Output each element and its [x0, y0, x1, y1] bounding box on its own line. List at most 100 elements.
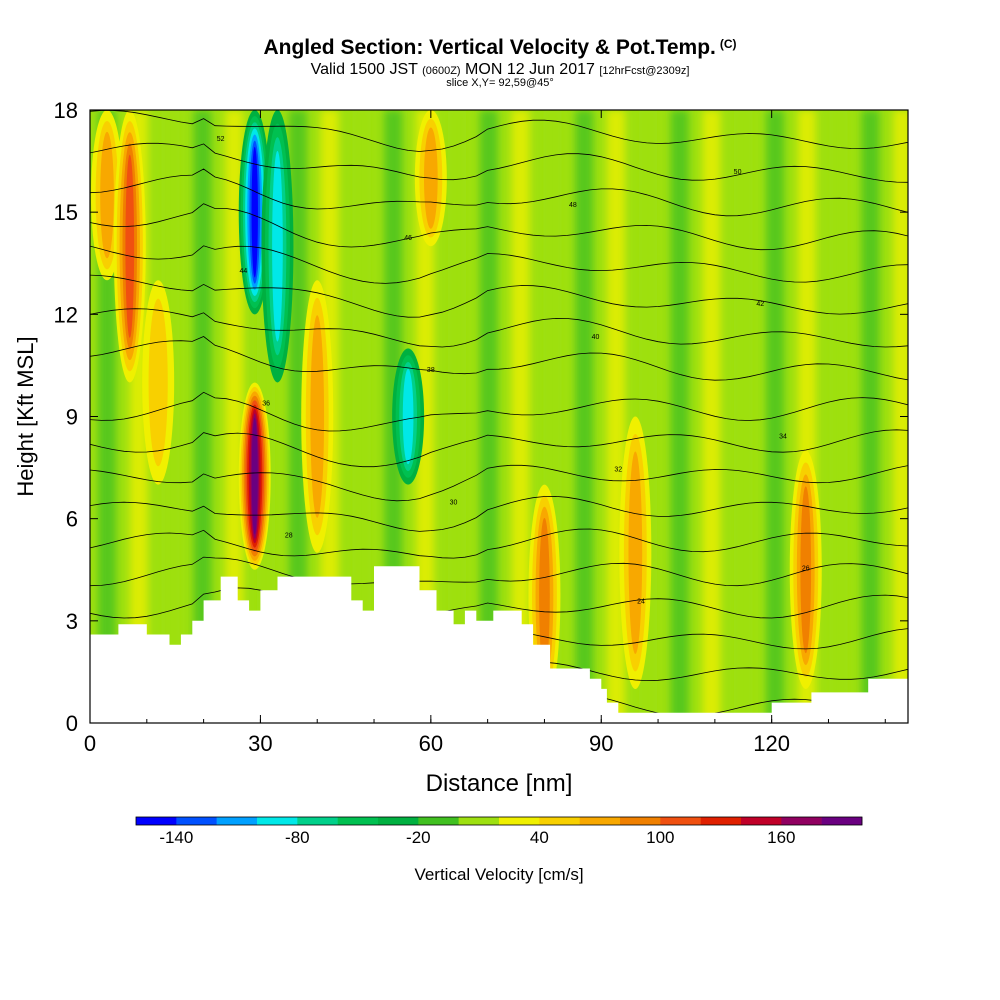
- theta-contour: [90, 308, 908, 348]
- theta-contour: [90, 556, 908, 587]
- colorbar-swatch: [499, 817, 540, 825]
- theta-contour: [90, 391, 908, 432]
- colorbar-swatch: [297, 817, 338, 825]
- x-tick-label: 60: [419, 731, 443, 756]
- colorbar-tick-label: -20: [406, 828, 431, 847]
- colorbar-swatch: [257, 817, 298, 825]
- y-tick-label: 6: [66, 507, 78, 532]
- colorbar: -140 -80 -20 40 100 160 Vertical Velocity [cm/…: [135, 816, 863, 884]
- velocity-core: [272, 150, 283, 342]
- colorbar-swatch: [216, 817, 258, 825]
- theta-contour-label: 38: [427, 367, 435, 374]
- velocity-core: [125, 154, 135, 338]
- velocity-core: [402, 368, 414, 465]
- theta-contour-label: 50: [734, 169, 742, 176]
- chart-title: Angled Section: Vertical Velocity & Pot.…: [263, 36, 737, 59]
- x-tick-label: 30: [248, 731, 272, 756]
- velocity-core: [251, 146, 258, 278]
- theta-contour-label: 30: [450, 499, 458, 506]
- colorbar-swatch: [378, 817, 419, 825]
- colorbar-swatch: [579, 817, 621, 825]
- colorbar-swatch: [660, 817, 701, 825]
- theta-contour-label: 34: [779, 433, 787, 440]
- theta-contour-label: 26: [802, 565, 810, 572]
- colorbar-swatch: [337, 817, 379, 825]
- x-axis-title: Distance [nm]: [426, 770, 573, 797]
- colorbar-tick-label: 40: [530, 828, 549, 847]
- theta-contour: [90, 245, 908, 284]
- theta-contour: [90, 274, 908, 318]
- colorbar-swatch: [700, 817, 742, 825]
- theta-contour: [90, 110, 908, 152]
- theta-contour-label: 42: [756, 301, 764, 308]
- velocity-streak: [575, 110, 594, 723]
- theta-contour: [90, 464, 908, 502]
- valid-time: Valid 1500 JST (0600Z) MON 12 Jun 2017 […: [310, 61, 690, 78]
- x-tick-label: 90: [589, 731, 613, 756]
- velocity-core: [628, 451, 643, 654]
- theta-contour: [90, 336, 908, 381]
- y-tick-label: 15: [54, 200, 78, 225]
- velocity-streak: [352, 110, 371, 723]
- colorbar-swatch: [176, 817, 217, 825]
- colorbar-tick-label: -140: [159, 828, 193, 847]
- colorbar-swatch: [620, 817, 661, 825]
- theta-contour-label: 40: [592, 334, 600, 341]
- velocity-streak: [511, 110, 530, 723]
- terrain: [90, 566, 908, 723]
- colorbar-swatch: [136, 817, 177, 825]
- y-axis-title: Height [Kft MSL]: [13, 336, 38, 496]
- theta-contour: [90, 142, 908, 183]
- slice-info: slice X,Y= 92,59@45°: [446, 77, 554, 89]
- theta-contour-label: 48: [569, 202, 577, 209]
- theta-contour: [90, 429, 908, 468]
- velocity-core: [539, 517, 550, 673]
- y-tick-label: 12: [54, 302, 78, 327]
- y-tick-label: 0: [66, 711, 78, 736]
- y-tick-label: 3: [66, 609, 78, 634]
- theta-contour: [90, 168, 908, 217]
- theta-contour: [90, 528, 908, 559]
- velocity-streak: [193, 110, 212, 723]
- velocity-streak: [766, 110, 785, 723]
- colorbar-swatch: [741, 817, 782, 825]
- velocity-streak: [861, 110, 880, 723]
- velocity-streak: [829, 110, 848, 723]
- title-unit: (C): [719, 37, 737, 51]
- colorbar-swatch: [781, 817, 822, 825]
- velocity-core: [310, 315, 325, 518]
- theta-contour-label: 44: [239, 268, 247, 275]
- colorbar-tick-label: -80: [285, 828, 310, 847]
- velocity-core: [100, 131, 114, 259]
- theta-contour: [90, 203, 908, 251]
- velocity-streak: [288, 110, 307, 723]
- theta-contour: [90, 495, 908, 532]
- velocity-streak: [416, 110, 435, 723]
- colorbar-swatch: [821, 817, 863, 825]
- theta-contour-label: 52: [217, 136, 225, 143]
- velocity-streak: [225, 110, 244, 723]
- colorbar-swatch: [458, 817, 500, 825]
- colorbar-tick-label: 160: [767, 828, 795, 847]
- velocity-core: [148, 298, 168, 467]
- velocity-streak: [670, 110, 689, 723]
- theta-contour-label: 32: [614, 466, 622, 473]
- theta-contour-label: 46: [404, 235, 412, 242]
- colorbar-label: Vertical Velocity [cm/s]: [414, 865, 583, 884]
- theta-contour-label: 28: [285, 532, 293, 539]
- theta-contour-label: 36: [262, 400, 270, 407]
- velocity-streak: [702, 110, 721, 723]
- x-tick-label: 0: [84, 731, 96, 756]
- velocity-streak: [734, 110, 753, 723]
- theta-contour-label: 24: [637, 598, 645, 605]
- colorbar-frame: [135, 816, 863, 826]
- colorbar-tick-label: 100: [646, 828, 674, 847]
- colorbar-swatch: [418, 817, 459, 825]
- y-tick-label: 9: [66, 405, 78, 430]
- x-tick-label: 120: [753, 731, 790, 756]
- colorbar-swatch: [539, 817, 580, 825]
- y-tick-label: 18: [54, 98, 78, 123]
- velocity-core: [251, 417, 258, 535]
